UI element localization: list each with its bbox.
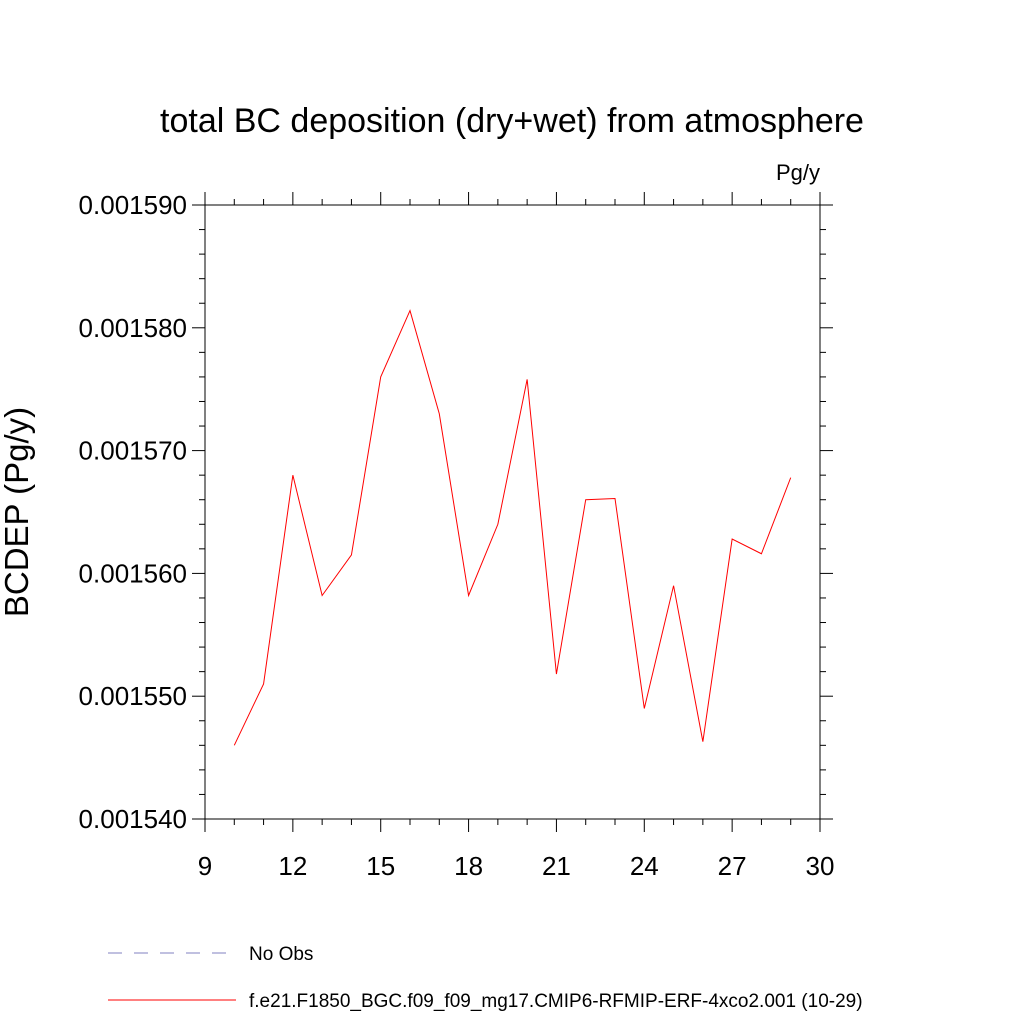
units-label: Pg/y: [776, 160, 820, 185]
y-tick-label: 0.001590: [79, 190, 187, 220]
y-tick-labels: 0.001540 0.001550 0.001560 0.001570 0.001580…: [79, 190, 187, 834]
x-tick-label: 30: [806, 851, 835, 881]
x-tick-label: 18: [454, 851, 483, 881]
x-tick-labels: 9 12 15 18 21 24 27 30: [198, 851, 835, 881]
axis-ticks: [192, 192, 833, 832]
legend-label-model-run: f.e21.F1850_BGC.f09_f09_mg17.CMIP6-RFMIP…: [249, 991, 863, 1012]
y-axis-label: BCDEP (Pg/y): [0, 407, 35, 617]
x-tick-label: 24: [630, 851, 659, 881]
legend-label-no-obs: No Obs: [249, 944, 313, 965]
chart-title: total BC deposition (dry+wet) from atmos…: [160, 102, 864, 140]
plot-frame: [204, 204, 821, 820]
legend: No Obs f.e21.F1850_BGC.f09_f09_mg17.CMIP…: [108, 944, 863, 1012]
y-tick-label: 0.001540: [79, 804, 187, 834]
series-line-0: [233, 309, 792, 746]
x-tick-label: 15: [366, 851, 395, 881]
x-tick-label: 12: [278, 851, 307, 881]
y-tick-label: 0.001550: [79, 681, 187, 711]
x-tick-label: 27: [718, 851, 747, 881]
x-tick-label: 21: [542, 851, 571, 881]
series-layer: [233, 309, 792, 746]
y-tick-label: 0.001560: [79, 558, 187, 588]
y-tick-label: 0.001580: [79, 313, 187, 343]
y-tick-label: 0.001570: [79, 436, 187, 466]
x-tick-label: 9: [198, 851, 212, 881]
